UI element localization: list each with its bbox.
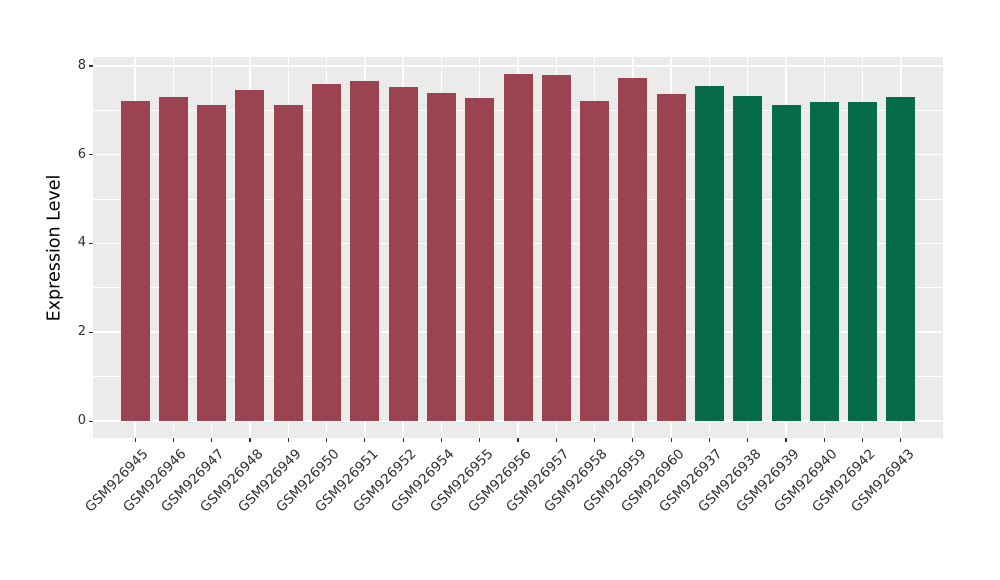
x-tick-mark bbox=[823, 438, 825, 442]
bar bbox=[618, 78, 648, 421]
x-tick-mark bbox=[326, 438, 328, 442]
x-tick-mark bbox=[211, 438, 213, 442]
x-tick-mark bbox=[402, 438, 404, 442]
bar bbox=[656, 94, 686, 421]
y-tick-label: 0 bbox=[77, 413, 86, 428]
x-tick-mark bbox=[747, 438, 749, 442]
plot-panel bbox=[93, 57, 943, 438]
bar bbox=[771, 105, 801, 421]
bar bbox=[197, 104, 227, 421]
y-tick-mark bbox=[89, 331, 93, 333]
x-tick-mark bbox=[708, 438, 710, 442]
y-tick-label: 4 bbox=[77, 235, 86, 251]
x-tick-mark bbox=[364, 438, 366, 442]
bar bbox=[465, 97, 495, 421]
bar bbox=[312, 83, 342, 421]
x-tick-mark bbox=[670, 438, 672, 442]
bar bbox=[733, 95, 763, 421]
bar bbox=[350, 81, 380, 421]
bar bbox=[120, 100, 150, 421]
bar bbox=[273, 104, 303, 421]
bar bbox=[541, 75, 571, 421]
y-tick-mark bbox=[89, 420, 93, 422]
x-tick-mark bbox=[555, 438, 557, 442]
x-tick-mark bbox=[249, 438, 251, 442]
bar bbox=[694, 85, 724, 421]
bar bbox=[388, 86, 418, 421]
y-tick-label: 2 bbox=[77, 324, 86, 340]
bar bbox=[848, 101, 878, 421]
bar bbox=[426, 93, 456, 421]
bar bbox=[235, 90, 265, 421]
x-tick-mark bbox=[632, 438, 634, 442]
x-tick-mark bbox=[479, 438, 481, 442]
y-tick-mark bbox=[89, 65, 93, 67]
x-tick-mark bbox=[440, 438, 442, 442]
x-tick-mark bbox=[172, 438, 174, 442]
y-tick-mark bbox=[89, 154, 93, 156]
bar bbox=[809, 102, 839, 421]
x-tick-mark bbox=[785, 438, 787, 442]
bar bbox=[886, 97, 916, 421]
x-tick-mark bbox=[134, 438, 136, 442]
x-tick-mark bbox=[517, 438, 519, 442]
x-tick-mark bbox=[594, 438, 596, 442]
x-tick-mark bbox=[900, 438, 902, 442]
y-tick-label: 6 bbox=[77, 146, 86, 162]
x-tick-mark bbox=[862, 438, 864, 442]
x-tick-mark bbox=[287, 438, 289, 442]
y-tick-mark bbox=[89, 242, 93, 245]
bar bbox=[580, 101, 610, 421]
bar bbox=[503, 73, 533, 421]
y-tick-label: 8 bbox=[77, 57, 86, 73]
bar bbox=[158, 97, 188, 421]
